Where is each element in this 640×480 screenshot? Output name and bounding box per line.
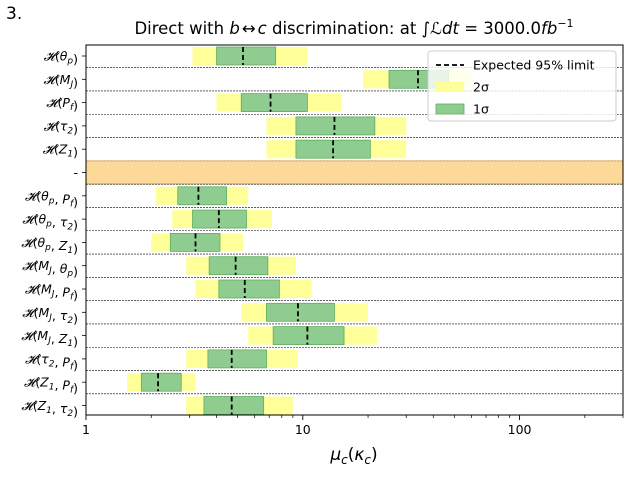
limit-row [186,349,298,369]
limit-row [216,93,341,112]
y-tick-label: 𝓗(θp, Z1) [21,235,78,256]
y-tick-label: 𝓗(Z1, τ2) [21,398,78,419]
limit-row [186,396,293,415]
one-sigma-band [216,46,277,66]
limit-row [266,116,407,136]
limit-row [192,46,308,66]
one-sigma-band [240,93,308,112]
limit-row [195,279,312,299]
plot-frame [85,44,624,416]
x-tick-label: 1 [82,422,90,437]
panel-label: 3. [6,4,23,24]
x-tick-label: 100 [508,422,532,437]
separator-row [85,160,624,185]
one-sigma-band [208,256,269,276]
y-tick-label: 𝓗(Z1) [43,142,78,160]
y-tick-label: 𝓗(MJ, θp) [22,258,78,279]
one-sigma-band [140,372,182,392]
y-tick-label: 𝓗(Z1, Pf) [24,375,78,396]
limit-row [241,302,369,322]
x-axis-label: μc(κc) [329,445,377,467]
one-sigma-band [266,302,335,322]
y-tick-label: 𝓗(MJ, τ2) [22,305,78,326]
y-tick-label: - [73,165,78,180]
legend-label: 1σ [473,102,489,117]
limit-row [266,139,407,159]
one-sigma-band [295,116,376,136]
legend-label: 2σ [473,80,489,95]
limit-row [248,326,378,346]
legend-band-swatch [436,82,464,92]
one-sigma-band [203,396,265,415]
separator-band [85,160,624,185]
y-tick-label: 𝓗(θp, τ2) [22,212,78,233]
limit-row [155,186,249,206]
one-sigma-band [207,349,267,369]
chart-title: Direct with b ↔ c discrimination: at ∫ℒdt … [134,17,573,38]
limit-row [127,372,196,392]
y-tick-label: 𝓗(MJ, Z1) [21,328,78,349]
one-sigma-band [218,279,280,299]
y-tick-label: 𝓗(θp, Pf) [25,188,78,209]
legend-box [427,50,617,122]
one-sigma-band [177,186,227,206]
legend-band-swatch [435,103,465,115]
y-tick-label: 𝓗(MJ, Pf) [25,282,78,303]
y-tick-label: 𝓗(τ2, Pf) [25,351,78,372]
limit-row [151,232,244,252]
limit-row [186,256,296,276]
y-tick-label: 𝓗(MJ) [43,72,78,90]
x-tick-label: 10 [295,422,311,437]
limit-row [172,209,272,229]
y-tick-label: 𝓗(Pf) [46,95,78,113]
y-tick-label: 𝓗(θp) [44,49,78,67]
legend-label: Expected 95% limit [473,58,595,73]
y-tick-label: 𝓗(τ2) [44,118,78,136]
one-sigma-band [272,326,345,346]
